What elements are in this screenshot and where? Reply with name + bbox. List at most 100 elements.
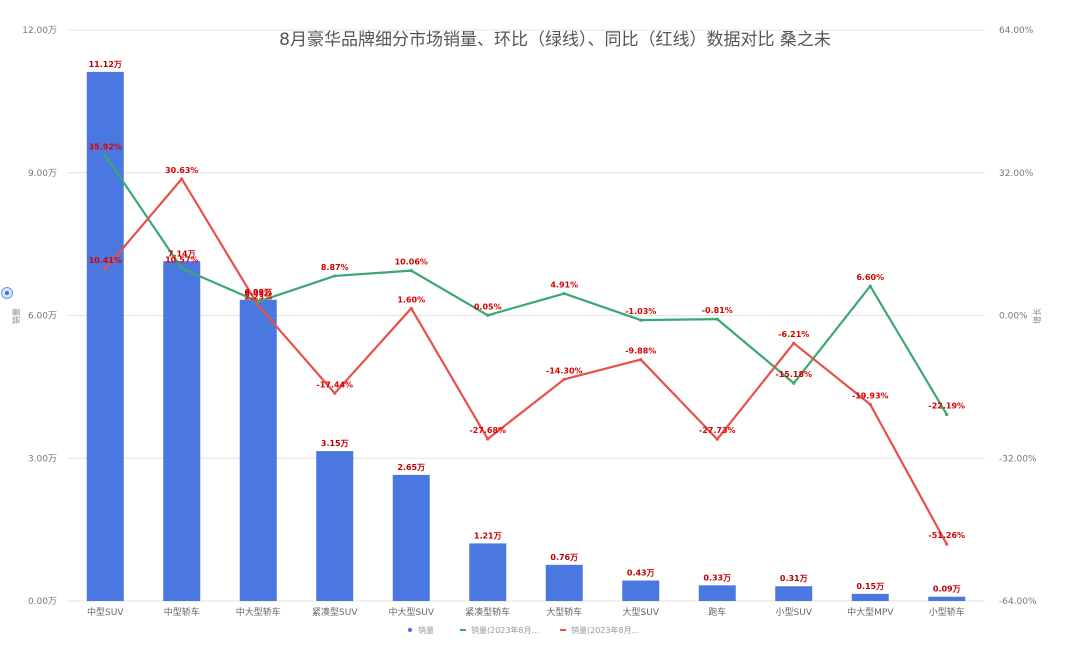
- bar-series: [86, 71, 966, 601]
- bar: [163, 261, 201, 601]
- line-data-label: 30.63%: [165, 166, 198, 175]
- y-right-tick-label: 64.00%: [999, 26, 1034, 36]
- line-data-label: -9.88%: [625, 347, 656, 356]
- bar: [928, 596, 966, 601]
- y-axis-right-label: 增长: [1032, 308, 1042, 324]
- line-point: [486, 313, 490, 317]
- y-axis-right-ticks: -64.00% -32.00% 0.00% 32.00% 64.00%: [999, 26, 1037, 607]
- x-tick-label: 中大型MPV: [847, 606, 894, 618]
- bar: [775, 586, 813, 601]
- line-point: [486, 437, 490, 441]
- mom-line: [104, 154, 948, 416]
- legend[interactable]: 销量 销量(2023年8月... 销量(2023年8月...: [407, 625, 639, 635]
- line-data-label: -27.73%: [699, 426, 736, 435]
- bar-data-label: 2.65万: [397, 463, 425, 472]
- line-point: [180, 177, 184, 181]
- bar: [469, 543, 507, 601]
- y-left-tick-label: 6.00万: [28, 312, 57, 322]
- x-tick-label: 中大型SUV: [389, 606, 435, 618]
- data-labels: 11.12万 7.14万 6.33万 3.15万 2.65万 1.21万 0.76万 0.43…: [89, 60, 965, 594]
- bar-data-label: 3.15万: [321, 439, 349, 448]
- line-point: [868, 284, 872, 288]
- line-point: [639, 318, 643, 322]
- line-series: [103, 153, 949, 546]
- line-data-label: -14.30%: [546, 366, 583, 375]
- bar-data-label: 6.33万: [244, 288, 272, 297]
- side-handle-icon[interactable]: [1, 287, 13, 299]
- x-tick-label: 大型SUV: [623, 606, 660, 618]
- line-point: [792, 341, 796, 345]
- line-point: [103, 267, 107, 271]
- x-tick-label: 中大型轿车: [236, 606, 281, 618]
- x-tick-label: 小型轿车: [929, 606, 965, 618]
- y-right-tick-label: 32.00%: [999, 169, 1034, 179]
- x-tick-label: 中型SUV: [87, 606, 124, 618]
- line-point: [180, 266, 184, 270]
- bar-data-label: 7.14万: [168, 249, 196, 258]
- legend-label: 销量: [418, 625, 434, 635]
- bar-data-label: 0.33万: [703, 573, 731, 582]
- bar-data-label: 11.12万: [89, 60, 122, 69]
- bar: [86, 71, 124, 601]
- x-tick-label: 小型SUV: [776, 607, 813, 618]
- line-data-label: 1.60%: [397, 295, 425, 304]
- line-data-label: -15.18%: [775, 370, 812, 379]
- bar: [239, 299, 277, 601]
- line-point: [409, 269, 413, 273]
- line-point: [256, 303, 260, 308]
- line-data-label: 8.87%: [321, 263, 349, 272]
- chart-title: 8月豪华品牌细分市场销量、环比（绿线）、同比（红线）数据对比 桑之未: [279, 29, 831, 50]
- legend-label: 销量(2023年8月...: [571, 625, 639, 635]
- line-data-label: -22.19%: [928, 401, 965, 410]
- bar: [698, 585, 736, 601]
- line-data-label: -17.44%: [316, 380, 353, 389]
- line-data-label: 35.92%: [89, 142, 122, 151]
- line-point: [639, 357, 643, 362]
- line-data-label: 2.23%: [244, 293, 272, 302]
- line-point: [333, 391, 337, 395]
- line-data-label: -1.03%: [625, 307, 656, 316]
- y-right-tick-label: -32.00%: [999, 454, 1037, 464]
- line-data-label: -51.26%: [928, 531, 965, 540]
- line-point: [562, 377, 566, 381]
- line-data-label: -19.93%: [852, 391, 889, 400]
- line-data-label: 6.60%: [856, 273, 884, 282]
- line-point: [409, 306, 413, 310]
- y-left-tick-label: 9.00万: [28, 169, 57, 179]
- bar: [622, 580, 660, 601]
- line-point: [945, 412, 949, 417]
- x-tick-label: 紧凑型轿车: [465, 606, 510, 618]
- line-point: [562, 291, 566, 296]
- bar: [316, 451, 354, 601]
- x-tick-label: 中型轿车: [164, 606, 200, 618]
- line-data-label: 3.09%: [244, 289, 272, 298]
- y-axis-left-ticks: 0.00万 3.00万 6.00万 9.00万 12.00万: [22, 26, 57, 607]
- bar-data-label: 0.76万: [550, 553, 578, 562]
- y-left-tick-label: 12.00万: [22, 26, 57, 36]
- y-axis-left-label: 销量: [11, 308, 21, 324]
- line-data-label: -0.81%: [702, 306, 733, 315]
- x-axis-ticks: 中型SUV 中型轿车 中大型轿车 紧凑型SUV 中大型SUV 紧凑型轿车 大型轿车 大型SUV…: [87, 606, 965, 618]
- yoy-line: [104, 177, 948, 545]
- line-data-label: 10.57%: [165, 255, 198, 264]
- legend-label: 销量(2023年8月...: [471, 625, 539, 635]
- line-data-label: 0.05%: [474, 302, 502, 311]
- gridlines: [67, 29, 985, 602]
- line-data-label: 10.41%: [89, 256, 122, 265]
- bar-data-label: 1.21万: [474, 531, 502, 540]
- y-right-tick-label: -64.00%: [999, 597, 1037, 607]
- bar: [851, 593, 889, 601]
- bar-data-label: 0.31万: [780, 574, 808, 583]
- x-tick-label: 跑车: [708, 606, 726, 618]
- y-left-tick-label: 0.00万: [28, 597, 57, 607]
- bar-data-label: 0.09万: [933, 585, 961, 594]
- line-point: [945, 542, 949, 546]
- y-left-tick-label: 3.00万: [28, 454, 57, 464]
- line-point: [103, 153, 107, 157]
- bar-data-label: 0.15万: [856, 582, 884, 591]
- line-data-label: 4.91%: [550, 281, 578, 290]
- bar: [392, 474, 430, 601]
- bar: [545, 564, 583, 601]
- line-point: [715, 317, 719, 321]
